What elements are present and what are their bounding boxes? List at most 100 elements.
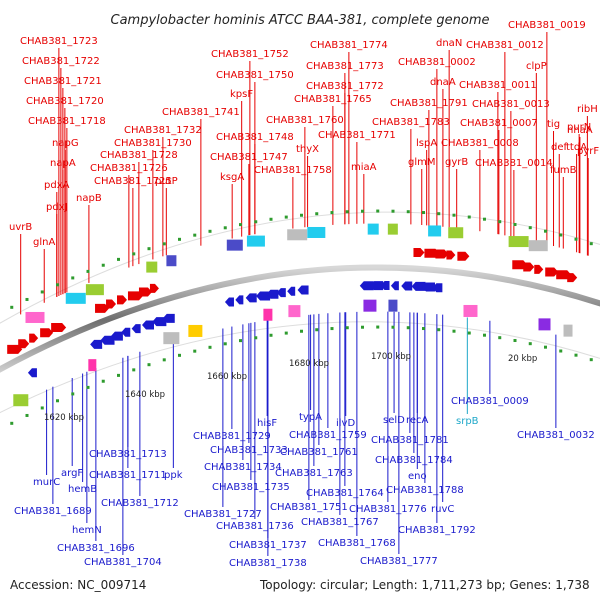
gene-label[interactable]: CHAB381_1768 <box>318 538 396 549</box>
reverse-gene[interactable] <box>142 320 155 330</box>
gene-label[interactable]: tig <box>547 119 560 130</box>
gene-label[interactable]: selD <box>383 415 405 426</box>
reverse-gene[interactable] <box>297 285 309 295</box>
forward-gene[interactable] <box>18 339 30 349</box>
forward-gene[interactable] <box>29 333 39 343</box>
gene-label[interactable]: CHAB381_1725 <box>94 176 172 187</box>
forward-gene[interactable] <box>435 249 449 259</box>
gene-label[interactable]: CHAB381_1763 <box>275 468 353 479</box>
gene-label[interactable]: CHAB381_1728 <box>100 150 178 161</box>
gene-label[interactable]: CHAB381_0012 <box>466 40 544 51</box>
gene-label[interactable]: lspA <box>416 138 437 149</box>
gene-label[interactable]: fumB <box>550 165 577 176</box>
forward-gene[interactable] <box>545 267 559 277</box>
gene-label[interactable]: putP <box>155 176 178 187</box>
gene-label[interactable]: eno <box>408 471 427 482</box>
gene-label[interactable]: miaA <box>351 162 377 173</box>
gene-label[interactable]: CHAB381_1761 <box>280 447 358 458</box>
gene-label[interactable]: CHAB381_1750 <box>216 70 294 81</box>
forward-gene[interactable] <box>40 328 54 338</box>
gene-label[interactable]: hisF <box>257 418 277 429</box>
reverse-gene[interactable] <box>110 331 123 341</box>
gene-label[interactable]: CHAB381_0014 <box>475 158 553 169</box>
gene-label[interactable]: CHAB381_1730 <box>114 138 192 149</box>
gene-label[interactable]: CHAB381_1791 <box>390 98 468 109</box>
reverse-gene[interactable] <box>276 288 286 298</box>
gene-label[interactable]: CHAB381_1759 <box>289 430 367 441</box>
gene-label[interactable]: CHAB381_1784 <box>375 455 453 466</box>
gene-label[interactable]: CHAB381_1704 <box>84 557 162 568</box>
gene-label[interactable]: CHAB381_1772 <box>306 81 384 92</box>
reverse-gene[interactable] <box>411 281 426 291</box>
forward-gene[interactable] <box>523 262 535 272</box>
gene-label[interactable]: kpsF <box>230 89 253 100</box>
gene-label[interactable]: CHAB381_1712 <box>101 498 179 509</box>
reverse-gene[interactable] <box>90 339 103 349</box>
forward-gene[interactable] <box>95 303 110 313</box>
reverse-gene[interactable] <box>287 286 296 296</box>
reverse-gene[interactable] <box>432 283 443 293</box>
gene-label[interactable]: CHAB381_1747 <box>210 152 288 163</box>
gene-label[interactable]: recA <box>406 415 429 426</box>
gene-label[interactable]: ilvD <box>336 418 355 429</box>
gene-label[interactable]: CHAB381_1758 <box>254 165 332 176</box>
reverse-gene[interactable] <box>224 297 234 307</box>
gene-label[interactable]: CHAB381_1792 <box>398 525 476 536</box>
gene-label[interactable]: purN <box>567 122 591 133</box>
forward-gene[interactable] <box>138 287 152 297</box>
reverse-gene[interactable] <box>27 368 37 378</box>
gene-label[interactable]: CHAB381_1726 <box>90 163 168 174</box>
gene-label[interactable]: hemB <box>68 484 97 495</box>
gene-label[interactable]: CHAB381_1767 <box>301 517 379 528</box>
reverse-gene[interactable] <box>131 324 141 334</box>
reverse-gene[interactable] <box>380 281 390 291</box>
gene-label[interactable]: napG <box>52 138 79 149</box>
gene-label[interactable]: CHAB381_1722 <box>22 56 100 67</box>
gene-label[interactable]: CHAB381_1765 <box>294 94 372 105</box>
reverse-gene[interactable] <box>359 281 374 291</box>
gene-label[interactable]: pdxJ <box>46 202 68 213</box>
reverse-gene[interactable] <box>390 281 399 291</box>
gene-label[interactable]: CHAB381_1771 <box>318 130 396 141</box>
forward-gene[interactable] <box>534 264 544 274</box>
gene-label[interactable]: CHAB381_0008 <box>441 138 519 149</box>
gene-label[interactable]: CHAB381_1741 <box>162 107 240 118</box>
gene-label[interactable]: CHAB381_1732 <box>124 125 202 136</box>
gene-label[interactable]: ksgA <box>220 172 244 183</box>
gene-label[interactable]: glnA <box>33 237 55 248</box>
forward-gene[interactable] <box>149 283 159 293</box>
forward-gene[interactable] <box>117 295 127 305</box>
gene-label[interactable]: CHAB381_0032 <box>517 430 595 441</box>
reverse-gene[interactable] <box>370 281 384 291</box>
reverse-gene[interactable] <box>162 313 175 323</box>
gene-label[interactable]: uvrB <box>9 222 32 233</box>
gene-label[interactable]: srpB <box>456 416 479 427</box>
gene-label[interactable]: CHAB381_1733 <box>210 445 288 456</box>
reverse-gene[interactable] <box>422 282 435 292</box>
gene-label[interactable]: argF <box>61 468 83 479</box>
gene-label[interactable]: CHAB381_1783 <box>372 117 450 128</box>
gene-label[interactable]: CHAB381_0009 <box>451 396 529 407</box>
gene-label[interactable]: dnaA <box>430 77 456 88</box>
gene-label[interactable]: clpP <box>526 61 547 72</box>
gene-label[interactable]: CHAB381_0019 <box>508 20 586 31</box>
reverse-gene[interactable] <box>152 317 167 327</box>
forward-gene[interactable] <box>446 250 456 260</box>
gene-label[interactable]: CHAB381_1788 <box>386 485 464 496</box>
gene-label[interactable]: CHAB381_1723 <box>20 36 98 47</box>
gene-label[interactable]: CHAB381_1689 <box>14 506 92 517</box>
gene-label[interactable]: ttdA <box>566 142 587 153</box>
gene-label[interactable]: CHAB381_1713 <box>89 449 167 460</box>
reverse-gene[interactable] <box>235 295 244 305</box>
gene-label[interactable]: CHAB381_1720 <box>26 96 104 107</box>
forward-gene[interactable] <box>457 251 470 261</box>
gene-label[interactable]: CHAB381_0011 <box>459 80 537 91</box>
gene-label[interactable]: hemN <box>72 525 102 536</box>
forward-gene[interactable] <box>106 299 117 309</box>
gene-label[interactable]: napA <box>50 158 76 169</box>
gene-label[interactable]: CHAB381_0013 <box>472 99 550 110</box>
gene-label[interactable]: CHAB381_1777 <box>360 556 438 567</box>
gene-label[interactable]: CHAB381_1718 <box>28 116 106 127</box>
gene-label[interactable]: CHAB381_1735 <box>212 482 290 493</box>
gene-label[interactable]: CHAB381_1737 <box>229 540 307 551</box>
